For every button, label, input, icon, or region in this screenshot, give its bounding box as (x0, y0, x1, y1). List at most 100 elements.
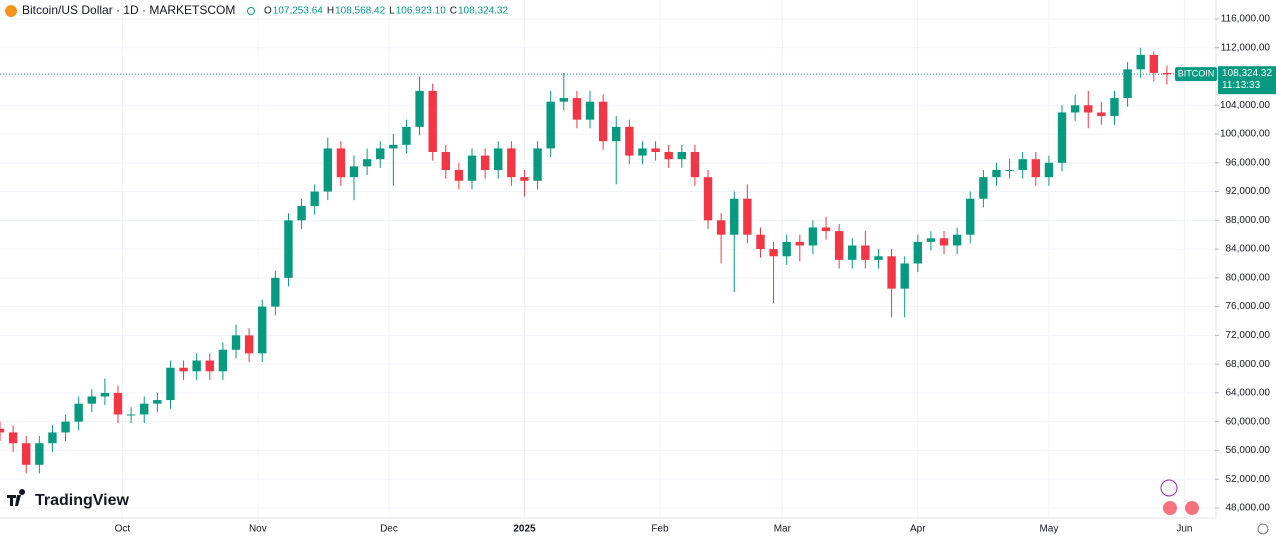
symbol-title: Bitcoin/US Dollar · 1D · MARKETSCOM (22, 3, 235, 17)
settings-icon[interactable] (1257, 523, 1269, 535)
candle-body (494, 148, 503, 170)
ohlc-key: C (450, 6, 457, 17)
y-tick-label: 92,000.00 (1226, 186, 1271, 197)
status-dot (247, 7, 255, 15)
candle-body (939, 238, 949, 246)
y-tick-label: 64,000.00 (1226, 388, 1271, 399)
x-tick-label: Dec (380, 524, 398, 535)
candle-body (861, 245, 870, 260)
candle-body (546, 101, 555, 149)
candle-body (690, 152, 700, 178)
candle-body (1136, 54, 1145, 70)
candle-body (179, 367, 188, 372)
candle-body (507, 148, 516, 178)
candle-body (415, 90, 424, 127)
candle-body (874, 256, 883, 260)
x-tick-label: Apr (910, 524, 926, 535)
candle-body (743, 198, 752, 235)
candle-body (677, 152, 686, 160)
price-tag-name-bg (1175, 67, 1217, 82)
candle-body (74, 403, 83, 422)
candle-body (1057, 112, 1067, 163)
candle-body (336, 148, 346, 178)
candle-body (1149, 54, 1159, 73)
ohlc-legend: O 107,253.64 H 108,568.42 L 106,923.10 C 108,32… (264, 6, 508, 17)
ohlc-key: H (327, 6, 334, 17)
candle-body (1084, 105, 1093, 113)
candle-body (559, 98, 568, 102)
y-tick-label: 88,000.00 (1226, 215, 1271, 226)
candle-body (821, 227, 831, 232)
ohlc-value: 106,923.10 (396, 6, 446, 17)
y-tick-label: 104,000.00 (1220, 100, 1270, 111)
candle-body (0, 428, 5, 433)
candle-body (1005, 169, 1014, 171)
event-icon (1163, 501, 1177, 515)
y-tick-label: 84,000.00 (1226, 244, 1271, 255)
candle-body (48, 432, 57, 444)
y-tick-label: 112,000.00 (1221, 42, 1271, 53)
candle-body (730, 198, 739, 235)
symbol-icon (5, 5, 17, 17)
candle-body (992, 169, 1001, 178)
y-tick-label: 80,000.00 (1226, 272, 1271, 283)
x-tick-label: Feb (651, 524, 669, 535)
candle-body (887, 256, 896, 289)
candle-body (362, 159, 372, 167)
candle-body (35, 443, 44, 465)
candle-body (231, 335, 241, 350)
candle-body (126, 414, 136, 416)
ohlc-value: 108,324.32 (458, 6, 508, 17)
ohlc-key: O (264, 6, 272, 17)
candle-body (205, 360, 214, 372)
candle-body (664, 152, 673, 160)
candle-body (756, 234, 765, 250)
y-tick-label: 68,000.00 (1226, 359, 1271, 370)
candle-body (900, 263, 909, 289)
candle-body (87, 396, 96, 404)
x-tick-label: Jun (1176, 524, 1192, 535)
y-tick-label: 60,000.00 (1226, 416, 1271, 427)
candle-body (598, 101, 608, 142)
candle-body (454, 169, 464, 181)
candle-body (952, 234, 962, 246)
candle-body (140, 403, 149, 415)
candle-body (572, 98, 582, 120)
ohlc-key: L (389, 6, 395, 17)
candle-body (192, 360, 201, 372)
candle-body (1044, 162, 1054, 178)
x-tick-label: Nov (249, 524, 267, 535)
candle-body (467, 155, 477, 181)
candle-body (323, 148, 332, 192)
price-tag-value: 108,324.32 (1222, 68, 1272, 79)
x-tick-label: Oct (115, 524, 131, 535)
candle-body (913, 241, 923, 264)
y-tick-label: 48,000.00 (1226, 503, 1271, 514)
y-tick-label: 96,000.00 (1226, 157, 1271, 168)
candle-body (769, 249, 778, 257)
candle-body (480, 155, 490, 170)
y-tick-label: 72,000.00 (1226, 330, 1271, 341)
y-tick-label: 116,000.00 (1221, 14, 1271, 25)
candle-body (113, 392, 123, 415)
y-tick-label: 56,000.00 (1226, 445, 1271, 456)
candle-body (1018, 159, 1027, 170)
x-tick-label: 2025 (513, 524, 536, 535)
candle-body (1123, 69, 1132, 99)
candle-body (585, 101, 595, 120)
candle-body (612, 126, 621, 142)
x-tick-label: May (1039, 524, 1058, 535)
candle-body (782, 241, 791, 257)
candle-body (703, 177, 713, 221)
candle-body (376, 148, 385, 160)
ohlc-value: 108,568.42 (335, 6, 385, 17)
candle-body (1097, 112, 1106, 117)
x-tick-label: Mar (774, 524, 792, 535)
candle-body (1162, 72, 1172, 75)
candle-body (441, 152, 450, 170)
candle-body (284, 220, 293, 278)
axes: 48,000.00 52,000.00 56,000.00 60,000.00 64,0… (0, 14, 1276, 535)
candle-body (8, 432, 18, 444)
candle-body (808, 227, 818, 246)
candle-body (533, 148, 542, 181)
